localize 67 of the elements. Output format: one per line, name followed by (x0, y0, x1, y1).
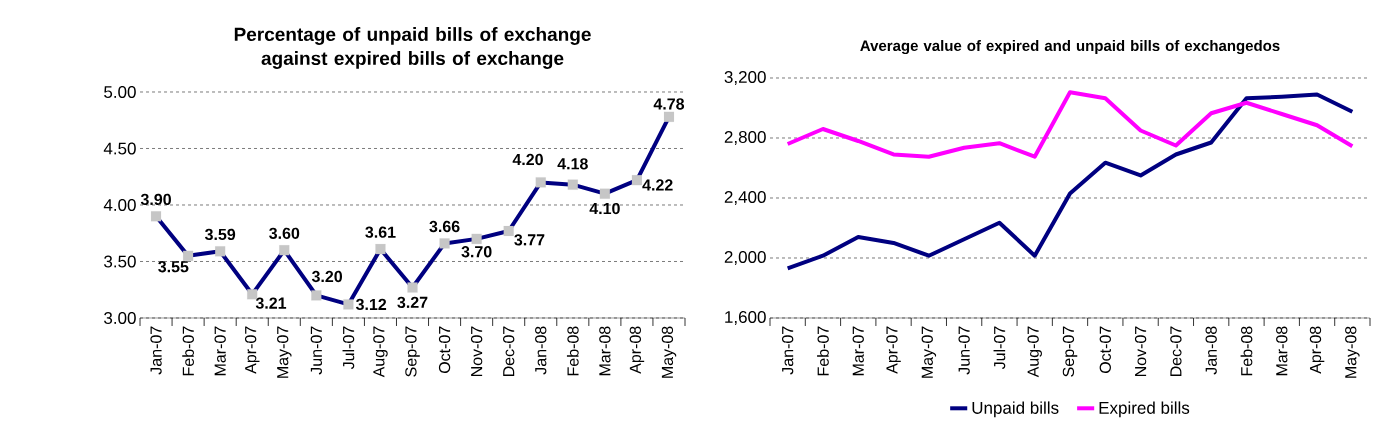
x-tick-label: May-08 (661, 326, 677, 378)
x-tick-label: Nov-07 (1134, 326, 1147, 377)
y-tick-label: 2,800 (724, 130, 766, 146)
data-label: 3.27 (397, 296, 428, 309)
x-tick-label: May-08 (1345, 326, 1360, 378)
y-tick-label: 2,400 (724, 190, 766, 206)
y-tick-label: 2,000 (724, 250, 766, 266)
x-tick-label: Feb-08 (566, 326, 579, 376)
x-tick-label: Aug-07 (373, 326, 388, 378)
x-tick-label: Jan-07 (782, 326, 794, 375)
legend-label: Unpaid bills (972, 401, 1059, 418)
x-tick-label: Oct-07 (438, 326, 451, 374)
x-tick-label: Mar-08 (1276, 326, 1288, 376)
y-tick-label: 4.50 (103, 142, 136, 155)
chart-title: Percentage of unpaid bills of exchange against expired bills of exchange (234, 27, 591, 69)
data-label: 4.78 (653, 98, 685, 110)
data-label: 4.18 (557, 158, 588, 170)
x-tick-label: Dec-07 (1170, 326, 1182, 377)
data-label: 3.90 (140, 193, 171, 206)
x-tick-label: Mar-07 (852, 326, 864, 376)
line-series (785, 92, 1355, 271)
x-tick-label: Mar-08 (599, 326, 611, 376)
y-tick-label: 5.00 (104, 85, 136, 99)
x-tick-label: May-07 (277, 326, 292, 378)
x-tick-label: Jan-08 (1205, 326, 1217, 375)
x-tick-label: Jun-07 (958, 326, 970, 375)
data-label: 3.77 (514, 234, 545, 246)
x-tick-label: Sep-07 (405, 326, 420, 377)
y-tick-label: 3.00 (104, 311, 136, 325)
x-tick-label: Mar-07 (214, 326, 226, 376)
data-label: 3.66 (429, 220, 460, 233)
data-label: 3.20 (311, 270, 343, 283)
x-tick-label: Apr-07 (886, 326, 901, 374)
x-tick-label: Feb-07 (182, 326, 194, 376)
data-label: 3.70 (461, 246, 492, 258)
y-tick-label: 3.50 (104, 255, 136, 268)
x-tick-label: Feb-07 (817, 326, 829, 376)
x-tick-label: Apr-07 (244, 326, 260, 374)
x-tick-label: Sep-07 (1062, 326, 1078, 377)
data-label: 3.59 (204, 228, 236, 241)
x-tick-label: Apr-08 (1309, 326, 1325, 374)
y-tick-label: 4.00 (103, 198, 136, 212)
data-label: 4.22 (642, 179, 673, 191)
data-label: 3.55 (158, 261, 189, 273)
x-tick-label: Jul-07 (993, 326, 1006, 370)
x-tick-label: Feb-08 (1240, 326, 1253, 376)
y-tick-label: 1,600 (725, 310, 766, 326)
x-tick-label: Nov-07 (470, 326, 483, 377)
data-label: 4.10 (589, 202, 620, 215)
data-label: 3.60 (269, 227, 300, 239)
x-tick-label: Aug-07 (1027, 326, 1042, 378)
x-tick-label: May-07 (921, 326, 937, 378)
y-tick-label: 3,200 (724, 70, 766, 86)
data-label: 3.12 (355, 298, 387, 311)
x-tick-label: Jan-07 (150, 326, 162, 375)
data-label: 3.61 (365, 226, 396, 238)
x-tick-label: Jun-07 (310, 326, 322, 375)
line-series (785, 90, 1355, 159)
data-label: 4.20 (512, 153, 543, 166)
chart-title: Average value of expired and unpaid bills of exchangedos (860, 40, 1280, 55)
legend-label: Expired bills (1099, 401, 1190, 418)
x-tick-label: Jul-07 (342, 326, 355, 370)
x-tick-label: Dec-07 (503, 326, 515, 377)
data-label: 3.21 (255, 297, 287, 309)
x-tick-label: Jan-08 (535, 326, 547, 375)
x-tick-label: Apr-08 (629, 326, 645, 374)
x-tick-label: Oct-07 (1099, 326, 1111, 374)
